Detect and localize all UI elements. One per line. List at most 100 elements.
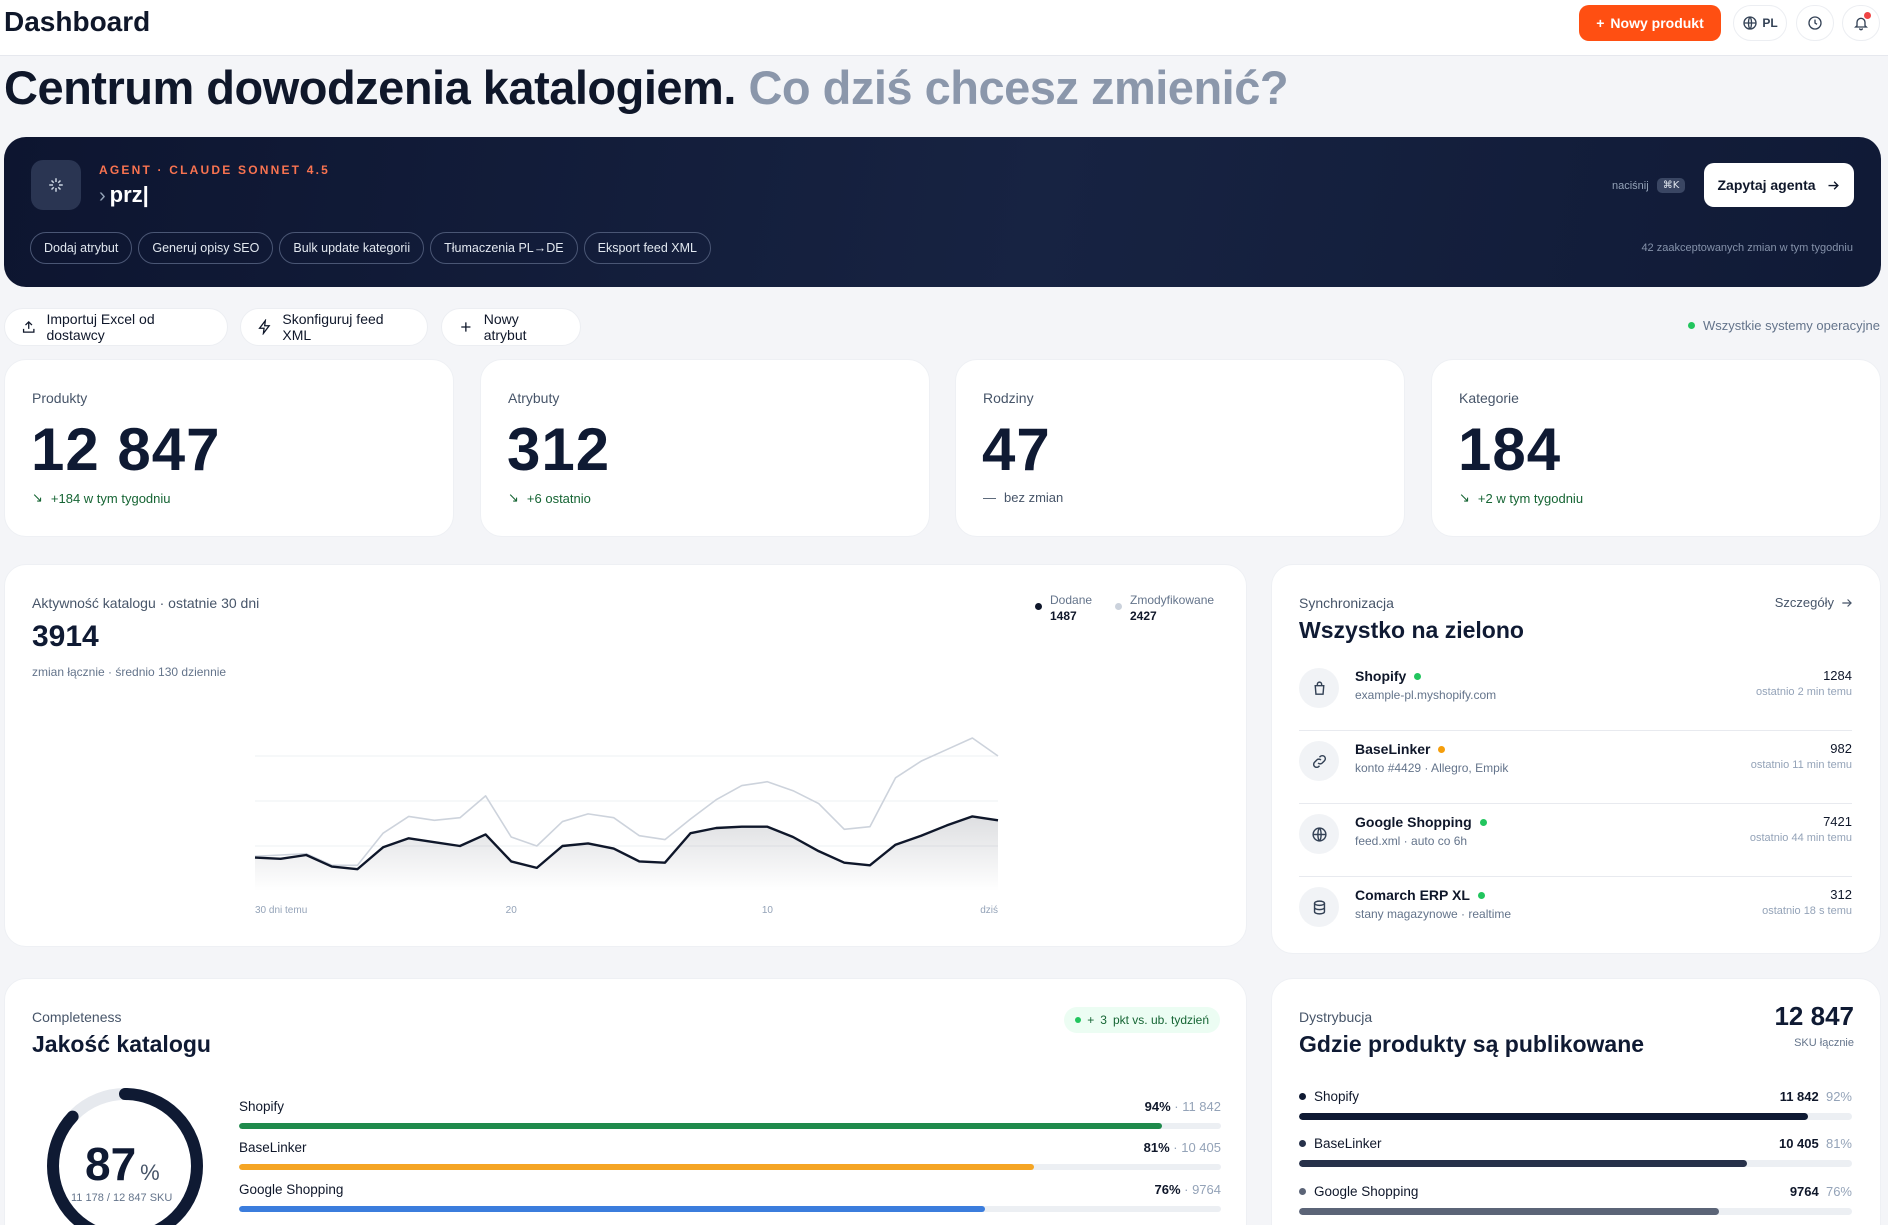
shortcut-key: ⌘K [1656,178,1686,193]
status-dot [1688,322,1695,329]
stat-card-categories[interactable]: Kategorie 184 ↘ +2 w tym tygodniu [1431,359,1881,537]
plus-icon [461,322,471,332]
globe-icon [1743,16,1757,30]
stat-delta-text: +2 w tym tygodniu [1477,490,1584,506]
hero-main: Centrum dowodzenia katalogiem. [4,61,736,114]
sync-time: ostatnio 18 s temu [1762,905,1852,917]
dist-name: Shopify [1299,1089,1359,1104]
import-excel-button[interactable]: Importuj Excel od dostawcy [4,308,228,346]
status-dot [1438,745,1446,753]
accepted-changes: 42 zaakceptowanych zmian w tym tygodniu [1641,242,1853,254]
stat-card-products[interactable]: Produkty 12 847 ↘ +184 w tym tygodniu [4,359,454,537]
agent-suggestions: Dodaj atrybut Generuj opisy SEO Bulk upd… [30,232,711,264]
sync-row-shopify[interactable]: Shopify example-pl.myshopify.com 1284 os… [1299,658,1852,731]
bar-name: BaseLinker [239,1140,307,1155]
status-dot [1075,1017,1082,1023]
completeness-label: Completeness [32,1009,122,1025]
sync-sub: example-pl.myshopify.com [1355,688,1497,702]
sync-name-text: Shopify [1355,668,1407,684]
bar-fill [239,1164,1035,1170]
ask-agent-button[interactable]: Zapytaj agenta [1704,163,1854,207]
legend-value: 2427 [1130,609,1157,623]
dist-pct: 92% [1825,1089,1852,1104]
dist-pct: 76% [1825,1184,1852,1199]
sync-title: Wszystko na zielono [1299,617,1524,643]
notifications-button[interactable] [1842,5,1880,41]
sparkle-icon [31,160,81,210]
dist-count: 11 842 [1779,1089,1819,1104]
stat-label: Produkty [32,390,88,406]
chip-translations[interactable]: Tłumaczenia PL→DE [430,232,578,264]
bell-icon [1854,17,1868,31]
distribution-card: Dystrybucja Gdzie produkty są publikowan… [1271,978,1881,1225]
dist-track [1299,1160,1852,1167]
legend-dot [1035,603,1042,610]
stat-value: 12 847 [31,416,221,483]
sync-row-google-shopping[interactable]: Google Shopping feed.xml · auto co 6h 74… [1299,804,1852,877]
details-link[interactable]: Szczegóły [1775,595,1854,610]
agent-prompt-input[interactable]: › prz| [99,182,149,208]
new-attribute-label: Nowy atrybut [483,311,527,343]
stat-card-families[interactable]: Rodziny 47 — bez zmian [955,359,1405,537]
page-title: Dashboard [4,6,151,37]
trend-arrow-icon: ↘ [1459,490,1470,505]
new-attribute-button[interactable]: Nowy atrybut [441,308,581,346]
dist-fill [1299,1113,1808,1120]
chip-bulk-update[interactable]: Bulk update kategorii [279,232,425,264]
sync-sub: stany magazynowe · realtime [1355,907,1512,921]
sync-count: 7421 [1823,814,1852,829]
sync-time: ostatnio 2 min temu [1756,686,1852,698]
bar-pct: 76% [1154,1182,1181,1197]
stat-value: 312 [507,416,611,483]
chip-generate-seo[interactable]: Generuj opisy SEO [138,232,274,264]
bar-name: Google Shopping [239,1182,344,1197]
bar-value: 81% · 10 405 [1143,1140,1221,1155]
completeness-donut [47,1088,203,1225]
stat-card-attributes[interactable]: Atrybuty 312 ↘ +6 ostatnio [480,359,930,537]
configure-feed-button[interactable]: Skonfiguruj feed XML [240,308,428,346]
pill-text: pkt vs. ub. tydzień [1112,1013,1209,1027]
chip-add-attribute[interactable]: Dodaj atrybut [30,232,133,264]
dist-name: BaseLinker [1299,1136,1382,1151]
shortcut-hint: naciśnij ⌘K [1612,178,1686,193]
import-excel-label: Importuj Excel od dostawcy [46,311,155,343]
notification-dot [1864,12,1871,19]
dist-track [1299,1208,1852,1215]
sync-card: Synchronizacja Wszystko na zielono Szcze… [1271,564,1881,954]
completeness-title: Jakość katalogu [32,1031,211,1057]
score-unit: % [140,1160,160,1185]
bar-fill [239,1123,1163,1129]
history-button[interactable] [1796,5,1834,41]
legend-item-added: Dodane 1487 [1035,593,1092,623]
stat-delta: ↘ +6 ostatnio [508,490,591,506]
sync-row-baselinker[interactable]: BaseLinker konto #4429 · Allegro, Empik … [1299,731,1852,804]
dist-track [1299,1113,1852,1120]
sync-count: 312 [1830,887,1852,902]
completeness-score: 87% [85,1137,160,1191]
language-button[interactable]: PL [1733,5,1787,41]
sync-name: Shopify [1355,668,1422,684]
dist-fill [1299,1160,1747,1167]
series-area-added [255,816,998,891]
series-line-added [254,815,999,871]
sync-count: 1284 [1823,668,1852,683]
prompt-chevron-icon: › [99,185,106,207]
globe-icon [1299,814,1339,854]
sync-row-comarch[interactable]: Comarch ERP XL stany magazynowe · realti… [1299,877,1852,950]
language-label: PL [1762,16,1778,30]
chip-export-feed[interactable]: Eksport feed XML [583,232,711,264]
new-product-button[interactable]: + Nowy produkt [1579,5,1721,41]
clock-icon [1808,16,1822,30]
sync-name: BaseLinker [1355,741,1446,757]
dist-name-text: BaseLinker [1314,1136,1382,1151]
bar-pct: 94% [1144,1099,1171,1114]
activity-chart: 30 dni temu 20 10 dziś [254,737,999,916]
legend-name: Dodane [1050,593,1093,607]
bar-pct: 81% [1143,1140,1170,1155]
sync-time: ostatnio 11 min temu [1750,759,1852,771]
pill-number: 3 [1100,1013,1107,1027]
dist-value: 9764 76% [1790,1184,1852,1199]
sync-sub: feed.xml · auto co 6h [1355,834,1468,848]
sync-name: Google Shopping [1355,814,1487,830]
legend-dot [1115,603,1122,610]
